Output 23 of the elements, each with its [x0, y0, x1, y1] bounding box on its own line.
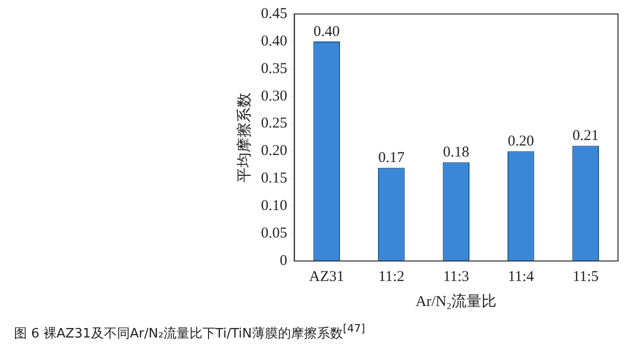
x-tick-label: 11:3: [443, 268, 470, 285]
y-tick-label: 0.20: [261, 143, 288, 160]
caption: 图 6 裸AZ31及不同Ar/N₂流量比下Ti/TiN薄膜的摩擦系数$^{[47]}$: [14, 322, 366, 342]
y-tick-label: 0.25: [261, 116, 288, 132]
y-tick-label: 0.05: [261, 225, 288, 242]
x-tick-label: 11:4: [508, 268, 534, 285]
y-tick-label: 0.10: [261, 198, 288, 214]
y-tick-label: 0: [280, 252, 288, 269]
data-label: 0.20: [508, 134, 534, 150]
y-tick-label: 0.40: [261, 33, 288, 50]
y-tick-label: 0.15: [261, 170, 288, 187]
x-tick-label: AZ31: [309, 268, 344, 285]
y-tick-label: 0.35: [261, 60, 288, 77]
y-tick-label: 0.30: [261, 88, 288, 104]
data-label: 0.40: [314, 24, 340, 40]
y-tick-label: 0.45: [261, 6, 288, 22]
x-axis-title: Ar/N₂流量比: [416, 292, 497, 310]
data-label: 0.18: [443, 144, 470, 161]
data-label: 0.17: [378, 150, 405, 166]
y-axis-title: 平均摩擦系数: [236, 92, 253, 182]
x-tick-label: 11:2: [378, 268, 404, 285]
data-label: 0.21: [572, 128, 599, 144]
x-tick-label: 11:5: [572, 268, 599, 285]
